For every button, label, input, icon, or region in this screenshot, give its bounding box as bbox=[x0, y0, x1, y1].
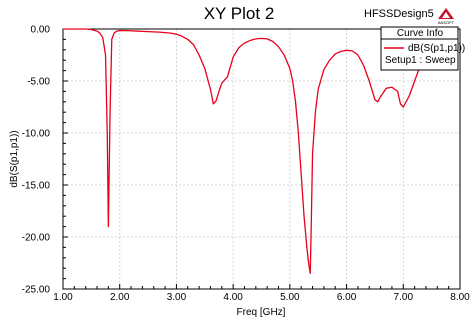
x-tick-label: 5.00 bbox=[280, 292, 300, 303]
y-axis-label: dB(S(p1,p1)) bbox=[9, 130, 20, 187]
y-tick-label: -5.00 bbox=[27, 77, 50, 88]
x-tick-label: 1.00 bbox=[53, 292, 73, 303]
plot-area-frame bbox=[62, 28, 461, 290]
series-line-dB(S(p1,p1)) bbox=[63, 28, 421, 275]
x-axis-ticks: 1.00 2.00 3.00 4.00 5.00 6.00 7.00 8.00 bbox=[53, 292, 470, 303]
y-axis-ticks: 0.00 -5.00 -10.00 -15.00 -20.00 -25.00 bbox=[22, 25, 51, 296]
legend: Curve Info dB(S(p1,p1)) Setup1 : Sweep bbox=[380, 26, 465, 71]
ansoft-logo-text: ANSOFT bbox=[438, 20, 455, 25]
x-tick-label: 7.00 bbox=[394, 292, 414, 303]
grid-lines bbox=[63, 29, 460, 289]
series-layer bbox=[63, 28, 421, 275]
x-tick-label: 6.00 bbox=[337, 292, 357, 303]
x-tick-label: 2.00 bbox=[110, 292, 130, 303]
legend-entry-name: dB(S(p1,p1)) bbox=[408, 43, 465, 54]
x-tick-label: 3.00 bbox=[167, 292, 187, 303]
y-tick-label: 0.00 bbox=[31, 25, 51, 36]
x-axis-label: Freq [GHz] bbox=[237, 307, 286, 318]
y-tick-label: -10.00 bbox=[22, 129, 51, 140]
x-tick-label: 4.00 bbox=[223, 292, 243, 303]
chart-title: XY Plot 2 bbox=[204, 4, 275, 23]
y-tick-label: -20.00 bbox=[22, 233, 51, 244]
ansoft-logo: ANSOFT bbox=[438, 8, 455, 25]
legend-entry-setup: Setup1 : Sweep bbox=[385, 55, 456, 66]
design-name: HFSSDesign5 bbox=[364, 8, 434, 20]
y-tick-label: -15.00 bbox=[22, 181, 51, 192]
x-tick-label: 8.00 bbox=[450, 292, 470, 303]
y-tick-label: -25.00 bbox=[22, 285, 51, 296]
legend-header: Curve Info bbox=[397, 28, 444, 39]
